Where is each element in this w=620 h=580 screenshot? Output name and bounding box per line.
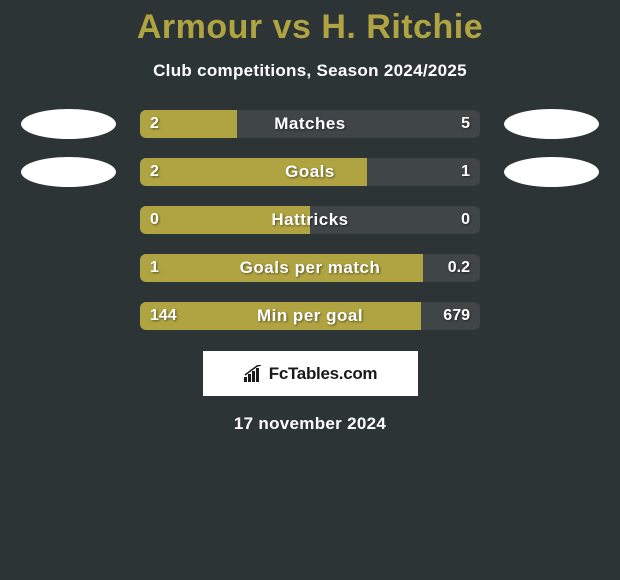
stat-row: 2Matches5	[0, 109, 620, 139]
avatar-spacer	[504, 301, 599, 331]
brand-text: FcTables.com	[269, 364, 378, 384]
stat-label: Goals	[140, 158, 480, 186]
date-text: 17 november 2024	[0, 414, 620, 434]
stat-right-value: 0.2	[448, 254, 470, 282]
stat-row: 144Min per goal679	[0, 301, 620, 331]
stat-label: Min per goal	[140, 302, 480, 330]
stat-bar: 1Goals per match0.2	[140, 254, 480, 282]
stats-list: 2Matches52Goals10Hattricks01Goals per ma…	[0, 109, 620, 331]
comparison-container: Armour vs H. Ritchie Club competitions, …	[0, 0, 620, 434]
avatar-spacer	[504, 205, 599, 235]
player-avatar-right	[504, 157, 599, 187]
stat-right-value: 679	[443, 302, 470, 330]
stat-right-value: 1	[461, 158, 470, 186]
avatar-spacer	[21, 253, 116, 283]
stat-bar: 2Goals1	[140, 158, 480, 186]
stat-bar: 0Hattricks0	[140, 206, 480, 234]
avatar-spacer	[504, 253, 599, 283]
player-avatar-left	[21, 157, 116, 187]
stat-row: 2Goals1	[0, 157, 620, 187]
page-title: Armour vs H. Ritchie	[0, 8, 620, 47]
stat-right-value: 0	[461, 206, 470, 234]
stat-row: 1Goals per match0.2	[0, 253, 620, 283]
player-avatar-left	[21, 109, 116, 139]
player-avatar-right	[504, 109, 599, 139]
stat-right-value: 5	[461, 110, 470, 138]
stat-label: Goals per match	[140, 254, 480, 282]
stat-row: 0Hattricks0	[0, 205, 620, 235]
chart-icon	[243, 365, 265, 383]
brand-badge[interactable]: FcTables.com	[203, 351, 418, 396]
stat-label: Hattricks	[140, 206, 480, 234]
avatar-spacer	[21, 301, 116, 331]
stat-bar: 144Min per goal679	[140, 302, 480, 330]
stat-label: Matches	[140, 110, 480, 138]
avatar-spacer	[21, 205, 116, 235]
subtitle: Club competitions, Season 2024/2025	[0, 61, 620, 81]
stat-bar: 2Matches5	[140, 110, 480, 138]
